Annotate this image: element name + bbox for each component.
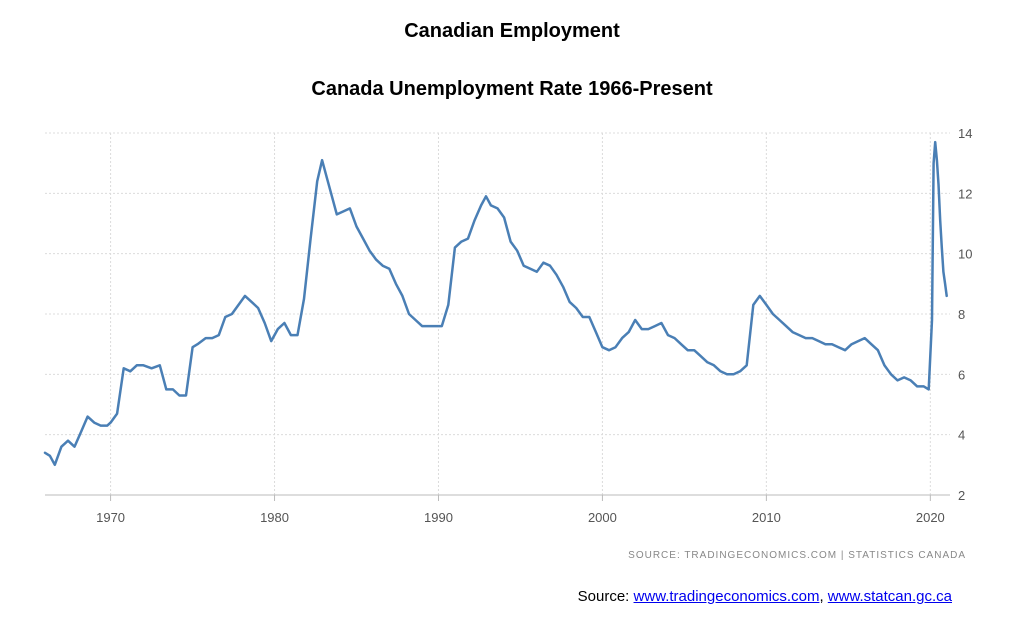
tick-labels: 2 4 6 8 10 12 14 1970 1980 1990 2000 2010 2020 (96, 126, 972, 525)
tradingeconomics-link[interactable]: www.tradingeconomics.com (633, 588, 820, 605)
x-tick-label: 1980 (260, 510, 289, 525)
source-separator: , (819, 588, 828, 605)
y-tick-label: 14 (958, 126, 972, 141)
source-note: SOURCE: TRADINGECONOMICS.COM | STATISTIC… (628, 550, 966, 561)
y-tick-label: 8 (958, 307, 965, 322)
statcan-link[interactable]: www.statcan.gc.ca (827, 588, 952, 605)
x-tick-label: 1990 (424, 510, 453, 525)
x-tick-label: 2010 (752, 510, 781, 525)
x-tick-label: 1970 (96, 510, 125, 525)
source-prefix: Source: (577, 588, 634, 605)
y-tick-label: 4 (958, 428, 965, 443)
series-line-unemployment-rate (43, 140, 948, 467)
y-tick-label: 12 (958, 186, 972, 201)
y-tick-label: 6 (958, 367, 965, 382)
page-title: Canadian Employment (404, 20, 620, 42)
axes (45, 494, 950, 501)
y-tick-label: 2 (958, 488, 965, 503)
grid-lines (45, 132, 950, 496)
y-tick-label: 10 (958, 247, 972, 262)
x-tick-label: 2000 (588, 510, 617, 525)
chart-title: Canada Unemployment Rate 1966-Present (311, 78, 713, 100)
x-tick-label: 2020 (916, 510, 945, 525)
source-footer: Source: www.tradingeconomics.com, www.st… (578, 588, 952, 605)
